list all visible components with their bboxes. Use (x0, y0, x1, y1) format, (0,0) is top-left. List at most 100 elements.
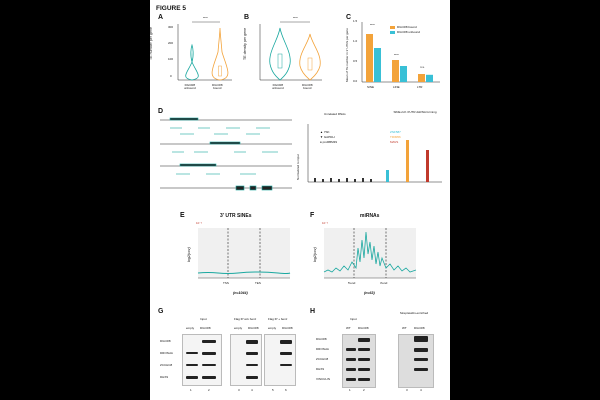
bar-ltr-unbound (426, 74, 433, 82)
band (186, 376, 198, 379)
blot-strep (398, 334, 434, 388)
lane-num: 4 (420, 388, 422, 392)
panel-f-plot (323, 228, 417, 279)
lane-head: DGCR8 (282, 326, 293, 330)
band (186, 352, 198, 354)
blot-row-label: DHX9 (316, 367, 325, 371)
band (202, 352, 216, 355)
panel-e-plot (197, 228, 291, 279)
lane-head: empty (186, 326, 195, 330)
panel-d-legend: ● proRBM39 (320, 140, 337, 144)
panel-d-legend: MAVS (390, 140, 399, 144)
lane-num: 4 (251, 388, 253, 392)
band (358, 338, 370, 342)
legend-swatch-unbound (390, 31, 395, 34)
violin-unbound (185, 43, 194, 81)
panel-f-scale: 10⁻³ (322, 221, 328, 225)
panel-c-ytick: 0.5 (353, 59, 358, 63)
panel-f-xtick: 3'end (380, 281, 388, 285)
lane-head: DGCR8 (414, 326, 425, 330)
lane-num: 3 (406, 388, 408, 392)
panel-a-ytick: 0 (170, 74, 172, 78)
panel-a-plot (177, 21, 232, 81)
lane-head: empty (234, 326, 243, 330)
band (246, 364, 258, 366)
band (358, 368, 370, 371)
lane-head: DGCR8 (248, 326, 259, 330)
lane-head: DGCR8 (358, 326, 369, 330)
band (246, 352, 258, 355)
lane-num: 1 (190, 388, 192, 392)
band (246, 340, 258, 344)
band (280, 364, 292, 366)
legend-label: DGCR8 unbound (397, 30, 421, 34)
lane-num: 3 (238, 388, 240, 392)
panel-h-strep: Streptavidin-enriched (399, 311, 429, 315)
bar-line-bound (392, 60, 399, 82)
band (246, 376, 258, 379)
panel-b-xlabel: DGCR8 bound (302, 83, 313, 90)
panel-a-xlabel: DGCR8 unbound (184, 83, 196, 90)
panel-a-ytick: 200 (168, 41, 174, 45)
panel-c-sig: n.s. (420, 65, 425, 69)
violin-unbound (269, 27, 291, 81)
panel-label-g: G (158, 308, 164, 315)
panel-c-xtick: SINE (367, 85, 375, 89)
band (358, 358, 370, 361)
panel-f-title: miRNAs (360, 213, 380, 219)
band (346, 368, 356, 371)
panel-a-ytick: 100 (168, 57, 174, 61)
panel-e-title: 3' UTR SINEs (220, 213, 252, 219)
band (186, 364, 198, 366)
panel-label-e: E (180, 212, 185, 219)
band (202, 376, 216, 379)
panel-c-ytick: 1.5 (353, 19, 358, 23)
panel-d-group1: Unrelated RNAs (324, 112, 346, 116)
panel-d-legend: ▼ GAPDH (320, 135, 335, 139)
legend-swatch-bound (390, 26, 395, 29)
blot-row-label: DROSHA (316, 347, 329, 351)
band (346, 378, 356, 381)
bar-sine-bound (366, 34, 373, 82)
panel-c-ytick: 0.0 (353, 79, 358, 83)
violin-bound (299, 33, 321, 81)
panel-b-plot (259, 21, 322, 81)
genome-browser-tracks (160, 117, 292, 191)
panel-c-ytick: 1.0 (353, 39, 358, 43)
band (280, 352, 292, 355)
bar-line-unbound (400, 66, 407, 82)
panel-label-h: H (310, 308, 316, 315)
band (414, 358, 428, 361)
band (358, 378, 370, 381)
panel-label-f: F (310, 212, 315, 219)
figure-title: FIGURE 5 (156, 5, 186, 12)
lane-head: WT (346, 326, 351, 330)
violin-bound (211, 27, 229, 81)
band (202, 340, 216, 343)
panel-a-xlabel: DGCR8 bound (212, 83, 223, 90)
blot-row-label: DROSHA (160, 351, 173, 355)
figure-page: FIGURE 5 A TE number per gene 300 200 10… (150, 0, 450, 400)
panel-g-flag-wo: Flag IP w/o benz (234, 317, 257, 321)
band (414, 336, 428, 342)
blot-row-label: DHX9 (160, 375, 169, 379)
panel-d-legend: TRIM56 (390, 135, 401, 139)
blot-row-label: VINCULIN (316, 377, 331, 381)
panel-d-legend: ZNF587 (390, 130, 401, 134)
panel-c-xtick: LTR (417, 85, 423, 89)
panel-d-group2: SINE-rich 3'UTR dsRNA forming (393, 110, 437, 114)
panel-f-ylabel: log2(cov) (313, 247, 317, 262)
panel-e-xtick: TES (255, 281, 261, 285)
band (280, 340, 292, 344)
panel-g-flag-w: Flag IP + benz (268, 317, 288, 321)
bar-sine-unbound (374, 48, 381, 82)
panel-c-sig: **** (370, 23, 375, 27)
lane-num: 5 (272, 388, 274, 392)
panel-b-xlabel: DGCR8 unbound (272, 83, 284, 90)
legend-label: DGCR8 bound (397, 25, 417, 29)
panel-g-input: Input (200, 317, 207, 321)
panel-c-xtick: LINE (393, 85, 400, 89)
panel-b-sig: **** (293, 16, 298, 20)
band (414, 348, 428, 352)
panel-h-input: Input (350, 317, 357, 321)
